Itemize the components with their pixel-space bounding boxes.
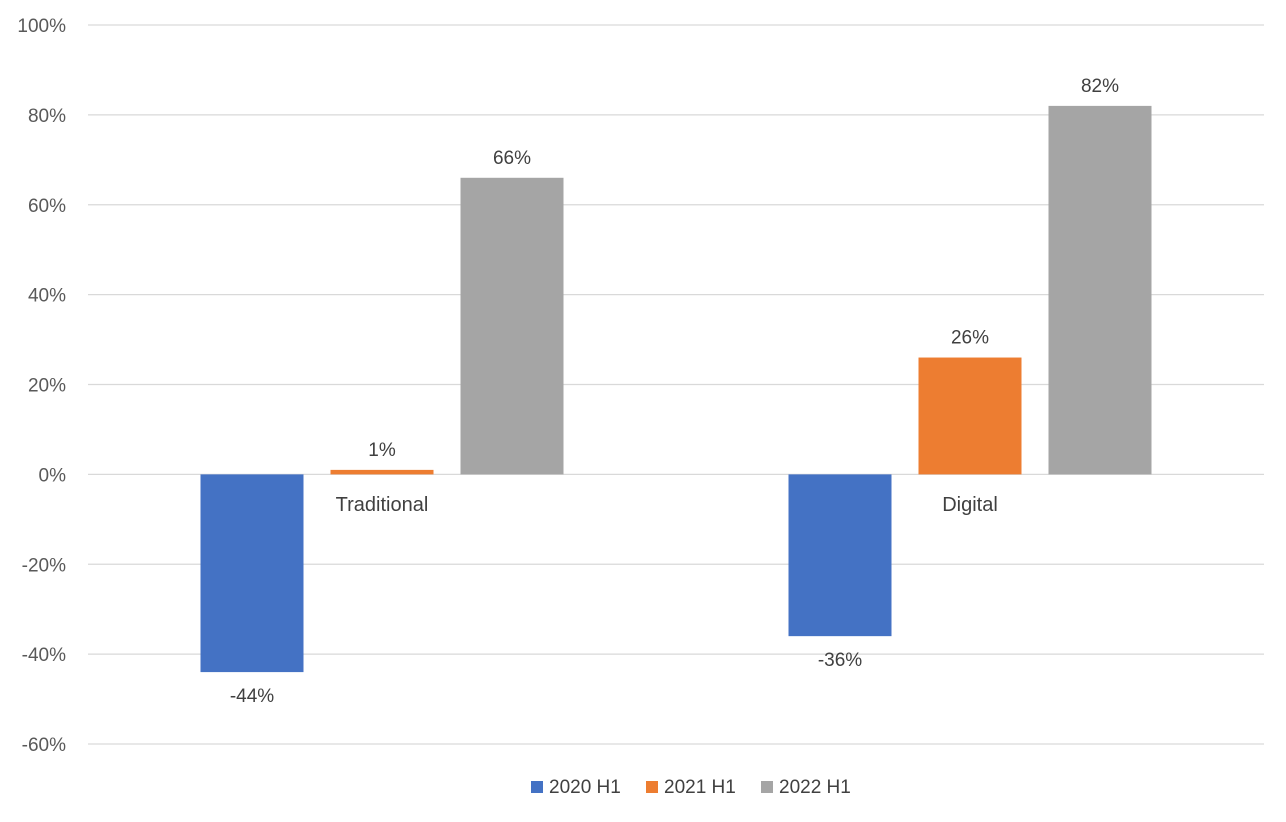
y-tick-label: -60% (22, 735, 66, 756)
data-label: 26% (951, 328, 989, 349)
data-label: 1% (368, 440, 396, 461)
data-label: 66% (493, 148, 531, 169)
bar-digital-2022-h1 (1048, 105, 1152, 475)
data-label: -44% (230, 686, 274, 707)
bar-traditional-2022-h1 (460, 177, 564, 475)
bar-traditional-2020-h1 (200, 474, 304, 673)
y-tick-label: -40% (22, 645, 66, 666)
y-tick-label: -20% (22, 555, 66, 576)
y-axis-tick-labels: 100% 80% 60% 40% 20% 0% -20% -40% -60% (17, 16, 66, 756)
legend-swatch (646, 781, 658, 793)
data-label: -36% (818, 650, 862, 671)
legend-label: 2022 H1 (779, 777, 851, 798)
bar-traditional-2021-h1 (330, 469, 434, 475)
bar-digital-2020-h1 (788, 474, 892, 637)
legend-swatch (761, 781, 773, 793)
data-labels: -44% 1% 66% -36% 26% 82% (230, 76, 1119, 707)
bar-series (200, 105, 1152, 673)
legend-label: 2020 H1 (549, 777, 621, 798)
bar-digital-2021-h1 (918, 357, 1022, 475)
y-tick-label: 80% (28, 106, 66, 127)
data-label: 82% (1081, 76, 1119, 97)
legend: 2020 H1 2021 H1 2022 H1 (531, 777, 851, 798)
y-tick-label: 0% (39, 465, 67, 486)
y-tick-label: 20% (28, 376, 66, 397)
legend-swatch (531, 781, 543, 793)
category-label-traditional: Traditional (336, 494, 429, 516)
y-tick-label: 40% (28, 286, 66, 307)
y-tick-label: 100% (17, 16, 66, 37)
legend-label: 2021 H1 (664, 777, 736, 798)
category-labels: Traditional Digital (336, 494, 998, 516)
category-label-digital: Digital (942, 494, 998, 516)
y-tick-label: 60% (28, 196, 66, 217)
